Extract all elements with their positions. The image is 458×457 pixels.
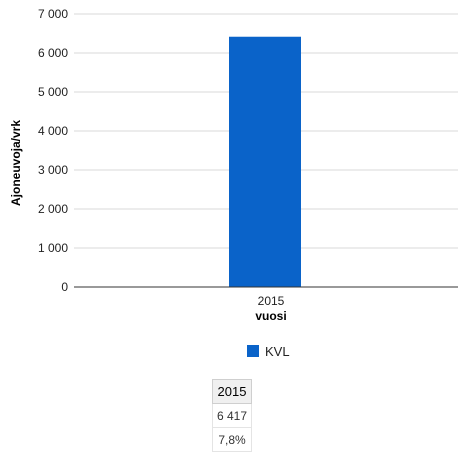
y-axis-title: Ajoneuvoja/vrk <box>9 120 23 206</box>
table-header-cell: 2015 <box>212 379 252 404</box>
data-table: 2015 6 417 7,8% <box>212 379 252 452</box>
table-cell: 6 417 <box>212 403 252 428</box>
table-row: 7,8% <box>212 427 252 452</box>
legend-swatch <box>247 345 259 357</box>
y-tick-label: 4 000 <box>38 124 68 138</box>
bars <box>229 36 301 287</box>
y-tick-label: 0 <box>61 280 68 294</box>
table-header-row: 2015 <box>212 379 252 404</box>
y-tick-label: 7 000 <box>38 7 68 21</box>
bar-chart: 0 1 000 2 000 3 000 4 000 5 000 6 000 7 000 201… <box>9 7 458 359</box>
table-cell: 7,8% <box>212 427 252 452</box>
y-tick-label: 5 000 <box>38 85 68 99</box>
bar[interactable] <box>229 36 301 287</box>
y-tick-label: 3 000 <box>38 163 68 177</box>
x-axis-title: vuosi <box>255 309 286 323</box>
x-tick-label: 2015 <box>258 294 285 308</box>
legend[interactable]: KVL <box>247 344 290 359</box>
table-row: 6 417 <box>212 403 252 428</box>
y-tick-label: 2 000 <box>38 202 68 216</box>
legend-label: KVL <box>265 344 290 359</box>
y-tick-label: 1 000 <box>38 241 68 255</box>
y-axis-ticks: 0 1 000 2 000 3 000 4 000 5 000 6 000 7 000 <box>38 7 68 294</box>
y-tick-label: 6 000 <box>38 46 68 60</box>
